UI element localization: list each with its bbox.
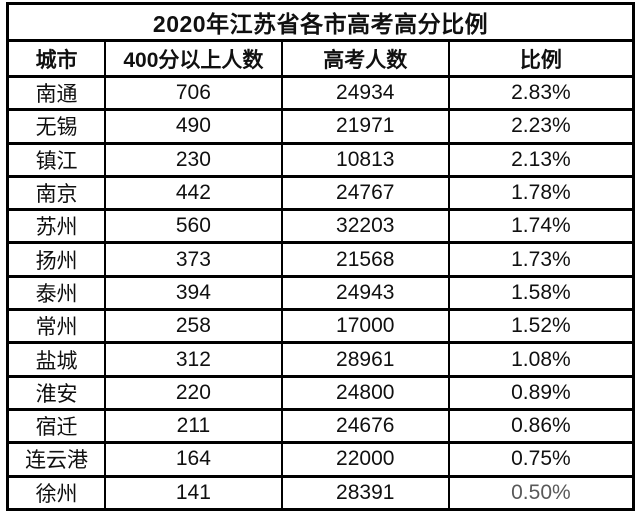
cell-above-400: 211: [104, 407, 283, 445]
table-row: 镇江 230 10813 2.13%: [6, 141, 635, 178]
cell-city: 苏州: [6, 208, 107, 245]
cell-ratio: 1.74%: [447, 208, 635, 245]
cell-city: 扬州: [6, 241, 107, 278]
cell-city: 连云港: [6, 441, 107, 478]
cell-above-400: 141: [104, 474, 283, 512]
cell-ratio: 1.08%: [447, 341, 635, 378]
cell-ratio: 1.52%: [447, 308, 635, 345]
cell-ratio: 0.86%: [447, 407, 635, 445]
cell-above-400: 220: [104, 374, 283, 411]
cell-ratio: 2.23%: [447, 108, 635, 145]
cell-total-examinees: 24800: [280, 374, 450, 411]
table-row: 盐城 312 28961 1.08%: [6, 341, 635, 378]
cell-city: 淮安: [6, 374, 107, 411]
column-header-above-400: 400分以上人数: [104, 39, 283, 78]
cell-ratio: 1.78%: [447, 174, 635, 212]
column-header-city: 城市: [6, 39, 107, 78]
cell-above-400: 164: [104, 441, 283, 478]
cell-total-examinees: 10813: [280, 141, 450, 178]
gaokao-high-score-table: 2020年江苏省各市高考高分比例 城市 400分以上人数 高考人数 比例 南通 7…: [6, 2, 635, 512]
table-row: 泰州 394 24943 1.58%: [6, 274, 635, 312]
cell-total-examinees: 22000: [280, 441, 450, 478]
cell-city: 徐州: [6, 474, 107, 512]
table-title-row: 2020年江苏省各市高考高分比例: [6, 2, 635, 42]
cell-ratio: 0.89%: [447, 374, 635, 411]
cell-total-examinees: 17000: [280, 308, 450, 345]
cell-ratio: 1.73%: [447, 241, 635, 278]
cell-total-examinees: 28961: [280, 341, 450, 378]
cell-total-examinees: 24934: [280, 74, 450, 112]
table-row: 无锡 490 21971 2.23%: [6, 108, 635, 145]
cell-total-examinees: 24943: [280, 274, 450, 312]
cell-above-400: 490: [104, 108, 283, 145]
table-row: 南京 442 24767 1.78%: [6, 174, 635, 212]
cell-above-400: 442: [104, 174, 283, 212]
cell-total-examinees: 21971: [280, 108, 450, 145]
table-body: 南通 706 24934 2.83% 无锡 490 21971 2.23% 镇江 230 10813…: [6, 74, 635, 512]
cell-city: 南通: [6, 74, 107, 112]
cell-above-400: 560: [104, 208, 283, 245]
cell-above-400: 373: [104, 241, 283, 278]
cell-above-400: 258: [104, 308, 283, 345]
cell-ratio: 1.58%: [447, 274, 635, 312]
cell-total-examinees: 32203: [280, 208, 450, 245]
column-header-ratio: 比例: [447, 39, 635, 78]
cell-city: 常州: [6, 308, 107, 345]
score-table-container: 2020年江苏省各市高考高分比例 城市 400分以上人数 高考人数 比例 南通 7…: [6, 2, 635, 512]
cell-total-examinees: 24676: [280, 407, 450, 445]
cell-above-400: 394: [104, 274, 283, 312]
table-title: 2020年江苏省各市高考高分比例: [6, 2, 635, 42]
cell-ratio: 0.50%: [447, 474, 635, 512]
column-header-total-examinees: 高考人数: [280, 39, 450, 78]
cell-city: 镇江: [6, 141, 107, 178]
table-row: 苏州 560 32203 1.74%: [6, 208, 635, 245]
table-row: 扬州 373 21568 1.73%: [6, 241, 635, 278]
cell-city: 盐城: [6, 341, 107, 378]
cell-ratio: 2.83%: [447, 74, 635, 112]
cell-total-examinees: 28391: [280, 474, 450, 512]
cell-total-examinees: 24767: [280, 174, 450, 212]
table-row: 常州 258 17000 1.52%: [6, 308, 635, 345]
cell-ratio: 2.13%: [447, 141, 635, 178]
table-row: 南通 706 24934 2.83%: [6, 74, 635, 112]
cell-total-examinees: 21568: [280, 241, 450, 278]
table-row: 宿迁 211 24676 0.86%: [6, 407, 635, 445]
table-row: 淮安 220 24800 0.89%: [6, 374, 635, 411]
cell-city: 宿迁: [6, 407, 107, 445]
cell-city: 南京: [6, 174, 107, 212]
table-row: 连云港 164 22000 0.75%: [6, 441, 635, 478]
cell-above-400: 230: [104, 141, 283, 178]
cell-above-400: 706: [104, 74, 283, 112]
table-row: 徐州 141 28391 0.50%: [6, 474, 635, 512]
cell-city: 泰州: [6, 274, 107, 312]
cell-above-400: 312: [104, 341, 283, 378]
cell-ratio: 0.75%: [447, 441, 635, 478]
table-header-row: 城市 400分以上人数 高考人数 比例: [6, 39, 635, 78]
cell-city: 无锡: [6, 108, 107, 145]
